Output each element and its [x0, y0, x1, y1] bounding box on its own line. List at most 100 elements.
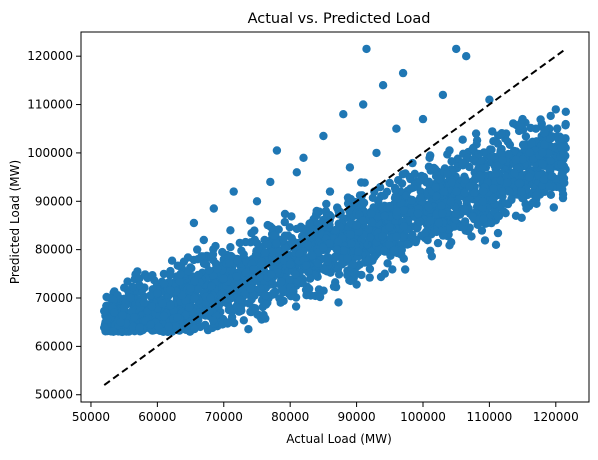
scatter-point [462, 52, 471, 61]
scatter-point [478, 203, 487, 213]
x-tick-label: 60000 [138, 410, 176, 424]
scatter-point [364, 225, 373, 234]
scatter-point [339, 110, 348, 119]
scatter-point [497, 129, 506, 138]
y-tick-label: 50000 [35, 388, 73, 402]
scatter-point [128, 322, 138, 331]
scatter-point [301, 261, 311, 270]
scatter-point [164, 322, 173, 331]
scatter-point [146, 291, 155, 300]
scatter-point [380, 191, 389, 200]
scatter-point [279, 235, 288, 245]
scatter-point [398, 233, 407, 242]
scatter-point [546, 190, 556, 199]
scatter-point [195, 308, 204, 317]
scatter-point [424, 177, 434, 186]
scatter-point [489, 184, 498, 193]
scatter-point [528, 198, 537, 207]
scatter-point [418, 114, 428, 124]
scatter-point [285, 223, 294, 232]
scatter-point [438, 231, 448, 240]
scatter-point [378, 81, 388, 90]
scatter-point [548, 171, 557, 181]
scatter-point [166, 301, 175, 310]
scatter-point [251, 304, 260, 313]
scatter-point [158, 299, 167, 308]
scatter-point [302, 291, 311, 300]
scatter-point [545, 164, 554, 173]
scatter-point [511, 155, 521, 165]
scatter-point [186, 284, 195, 293]
scatter-point [439, 187, 449, 196]
scatter-point [416, 193, 425, 202]
scatter-point [366, 209, 376, 218]
scatter-point [315, 292, 325, 302]
scatter-point [359, 198, 369, 207]
scatter-point [345, 163, 355, 172]
scatter-point [468, 144, 477, 154]
scatter-point [349, 260, 358, 269]
scatter-point [235, 238, 244, 248]
scatter-point [557, 143, 566, 152]
scatter-point [399, 254, 408, 263]
scatter-point [208, 250, 218, 259]
scatter-point [532, 191, 541, 200]
scatter-point [379, 246, 389, 256]
scatter-point [153, 289, 162, 298]
scatter-point [551, 105, 560, 114]
scatter-point [357, 178, 366, 187]
scatter-point [100, 306, 109, 316]
scatter-point [372, 148, 381, 158]
scatter-point [189, 218, 199, 228]
scatter-point [376, 272, 386, 282]
x-axis: 50000 60000 70000 80000 90000 100000 110000 120… [72, 402, 579, 424]
scatter-point [194, 285, 203, 294]
scatter-point [170, 321, 180, 330]
scatter-point [123, 277, 132, 286]
scatter-point [139, 298, 149, 307]
y-tick-label: 80000 [35, 243, 73, 257]
scatter-point [261, 291, 270, 300]
scatter-point [354, 227, 363, 236]
scatter-point [536, 115, 545, 124]
scatter-point [199, 235, 208, 245]
scatter-point [561, 119, 570, 129]
scatter-point [501, 209, 510, 218]
scatter-point [369, 203, 378, 212]
scatter-point [403, 240, 412, 249]
scatter-point [325, 187, 335, 196]
scatter-point [476, 171, 486, 181]
chart-title: Actual vs. Predicted Load [248, 11, 431, 27]
scatter-point [244, 325, 253, 334]
scatter-point [208, 316, 218, 325]
scatter-point [398, 68, 408, 78]
scatter-point [487, 145, 496, 154]
scatter-point [266, 270, 276, 279]
scatter-point [423, 236, 432, 245]
scatter-point [375, 183, 385, 192]
scatter-point [525, 148, 535, 157]
scatter-point [263, 220, 272, 230]
scatter-point [308, 251, 317, 260]
scatter-point [438, 90, 448, 100]
scatter-point [184, 267, 193, 276]
scatter-point [365, 273, 374, 282]
scatter-point [548, 143, 558, 152]
scatter-point [319, 243, 328, 252]
scatter-point [413, 209, 423, 218]
y-tick-label: 70000 [35, 291, 73, 305]
scatter-point [539, 175, 549, 184]
scatter-point [493, 139, 503, 148]
scatter-point [380, 211, 389, 221]
x-tick-label: 50000 [72, 410, 110, 424]
scatter-point [522, 204, 531, 213]
scatter-point [446, 197, 456, 207]
scatter-point [488, 127, 497, 136]
scatter-point [487, 218, 496, 228]
scatter-point [194, 270, 203, 280]
scatter-point [190, 277, 199, 286]
scatter-point [392, 124, 401, 133]
x-axis-label: Actual Load (MW) [286, 432, 392, 446]
x-tick-label: 80000 [271, 410, 309, 424]
